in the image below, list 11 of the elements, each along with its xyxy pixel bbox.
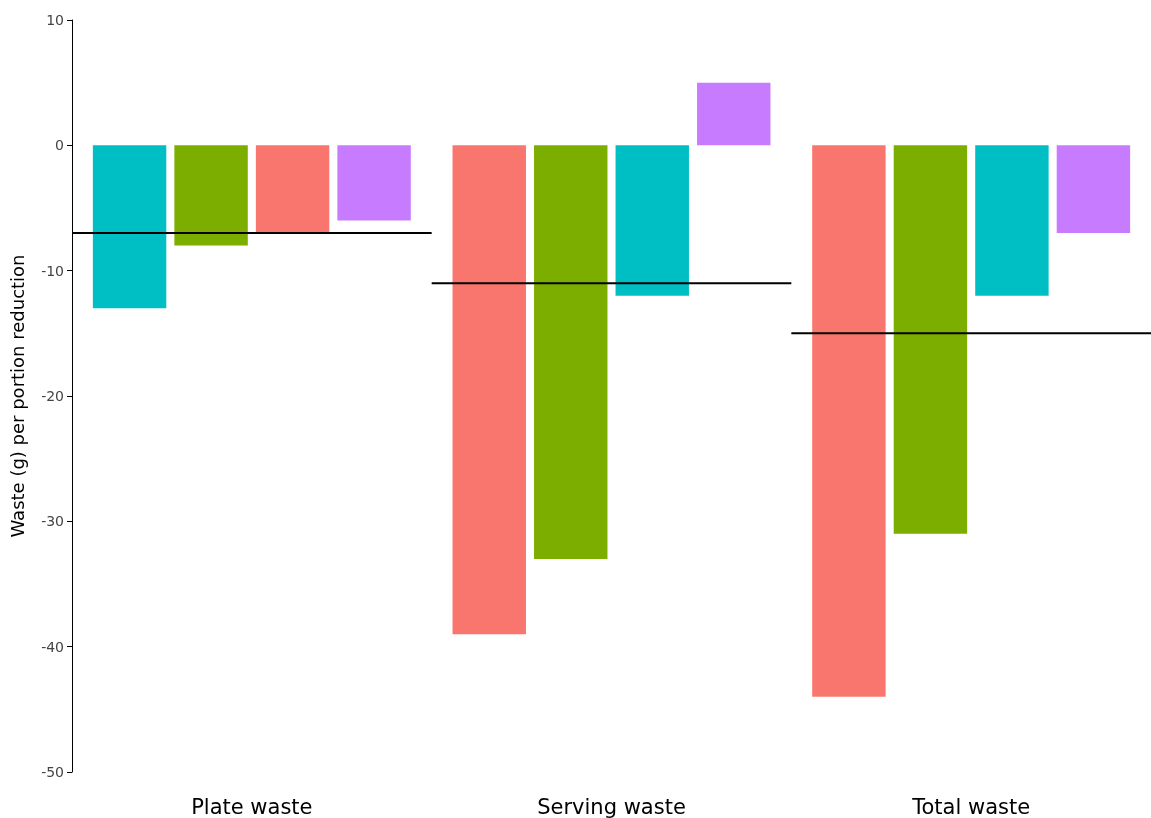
y-tick-label: 0: [55, 137, 64, 154]
y-tick-label: -10: [41, 262, 64, 279]
x-tick-label: Total waste: [911, 794, 1031, 818]
y-tick-label: -20: [41, 388, 64, 404]
x-tick-label: Plate waste: [191, 794, 313, 818]
y-axis-title: Waste (g) per portion reduction: [6, 254, 28, 538]
y-tick-label: -50: [41, 764, 64, 780]
x-tick-label: Serving waste: [537, 794, 686, 818]
y-tick-label: -40: [41, 638, 64, 655]
y-tick-label: -30: [41, 513, 64, 530]
y-tick-label: 10: [46, 12, 64, 28]
